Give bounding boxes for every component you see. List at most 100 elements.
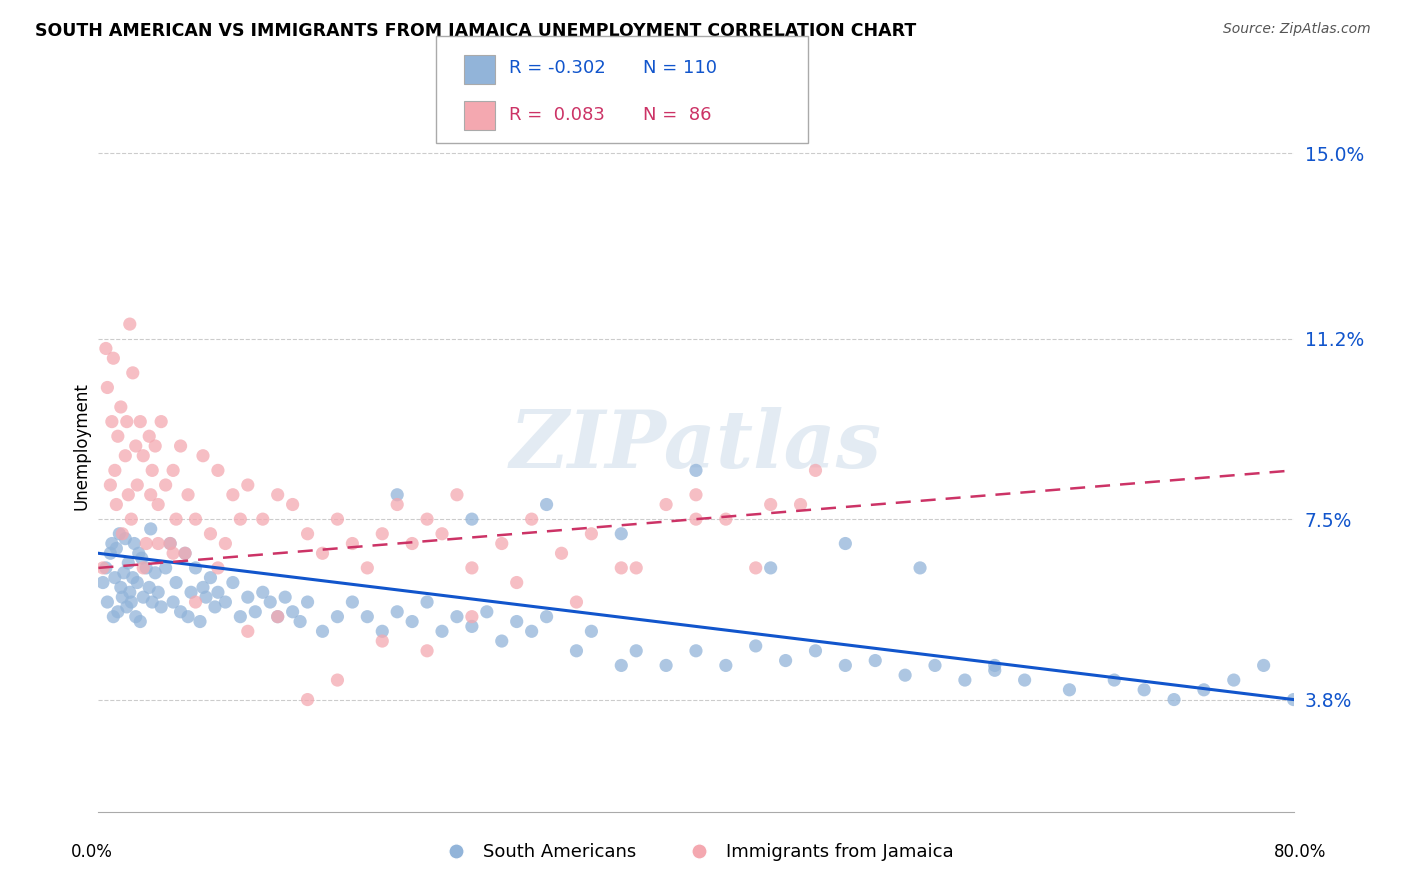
Point (789, 498, 811, 512)
Point (281, 605, 304, 619)
Point (506, 615, 529, 629)
Y-axis label: Unemployment: Unemployment (72, 382, 90, 510)
Point (461, 619, 484, 633)
Point (430, 624, 453, 639)
Point (655, 498, 678, 512)
Point (356, 609, 378, 624)
Point (129, 615, 152, 629)
Point (297, 595, 319, 609)
Point (236, 590, 259, 604)
Point (506, 575, 529, 590)
Point (1223, 673, 1246, 687)
Point (114, 532, 136, 546)
Point (371, 526, 394, 541)
Point (91, 575, 114, 590)
Point (326, 512, 349, 526)
Point (200, 526, 222, 541)
Point (191, 581, 214, 595)
Point (252, 512, 274, 526)
Point (127, 575, 149, 590)
Point (107, 605, 129, 619)
Point (94, 342, 117, 356)
Point (150, 415, 173, 429)
Point (132, 561, 155, 575)
Point (112, 566, 135, 580)
Point (1253, 658, 1275, 673)
Point (401, 615, 423, 629)
Point (214, 536, 236, 550)
Point (180, 585, 202, 599)
Point (148, 498, 170, 512)
Text: N =  86: N = 86 (643, 106, 711, 124)
Point (1014, 673, 1036, 687)
Point (311, 546, 333, 560)
Text: ZIPatlas: ZIPatlas (510, 408, 882, 484)
Point (91, 561, 114, 575)
Point (714, 658, 737, 673)
Point (385, 605, 409, 619)
Point (984, 663, 1007, 677)
Point (311, 624, 333, 639)
Point (834, 536, 856, 550)
Point (371, 634, 394, 648)
Point (141, 595, 163, 609)
Point (98, 546, 122, 560)
Point (759, 561, 782, 575)
Point (491, 634, 513, 648)
Point (267, 609, 290, 624)
Point (416, 644, 439, 658)
Point (174, 546, 197, 560)
Point (184, 595, 207, 609)
Point (129, 415, 152, 429)
Point (132, 449, 155, 463)
Point (104, 463, 127, 477)
Point (204, 599, 226, 614)
Point (1059, 682, 1081, 697)
Point (120, 595, 142, 609)
Point (1282, 692, 1305, 706)
Point (191, 449, 214, 463)
Point (475, 605, 498, 619)
Point (125, 439, 148, 453)
Point (103, 609, 125, 624)
Point (326, 609, 349, 624)
Point (626, 644, 648, 658)
Point (118, 585, 141, 599)
Point (165, 575, 187, 590)
Point (894, 668, 917, 682)
Text: Source: ZipAtlas.com: Source: ZipAtlas.com (1223, 22, 1371, 37)
Point (610, 561, 633, 575)
Point (110, 400, 132, 414)
Point (581, 624, 603, 639)
Point (446, 488, 468, 502)
Point (159, 536, 181, 550)
Point (581, 526, 603, 541)
Point (1192, 682, 1215, 697)
Point (259, 595, 281, 609)
Point (401, 536, 423, 550)
Point (111, 590, 134, 604)
Point (131, 551, 153, 566)
Legend: South Americans, Immigrants from Jamaica: South Americans, Immigrants from Jamaica (430, 836, 962, 869)
Point (139, 488, 162, 502)
Point (98, 478, 122, 492)
Point (104, 571, 127, 585)
Point (139, 522, 162, 536)
Point (245, 605, 267, 619)
Text: 80.0%: 80.0% (1274, 843, 1327, 861)
Point (865, 654, 887, 668)
Point (626, 561, 648, 575)
Point (236, 624, 259, 639)
Point (96, 380, 118, 394)
Point (127, 478, 149, 492)
Point (342, 536, 364, 550)
Point (714, 512, 737, 526)
Point (297, 692, 319, 706)
Point (138, 429, 160, 443)
Point (207, 561, 229, 575)
Point (162, 463, 184, 477)
Point (115, 599, 138, 614)
Text: 0.0%: 0.0% (70, 843, 112, 861)
Point (148, 585, 170, 599)
Point (385, 498, 409, 512)
